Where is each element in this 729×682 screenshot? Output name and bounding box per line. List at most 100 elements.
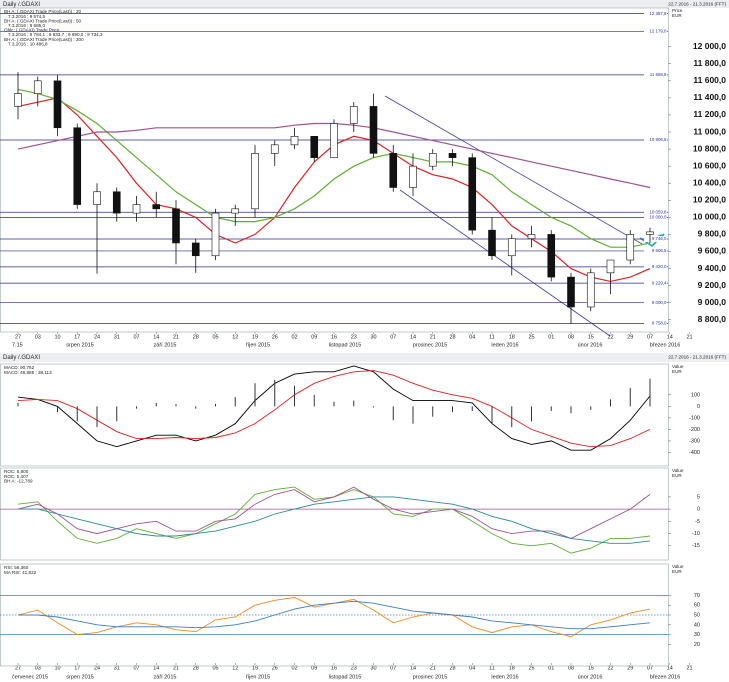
candle-body (389, 153, 398, 188)
x-tick-label: 15 (588, 334, 594, 340)
x-tick-label: 08 (568, 334, 574, 340)
x-tick-label: 27 (15, 334, 21, 340)
y-tick-label: 12 000,0 (693, 41, 726, 51)
header-bar (0, 0, 729, 8)
level-label: 9 420,0 (652, 264, 667, 269)
x-tick-label: 25 (528, 334, 534, 340)
level-label: 9 606,5 (652, 248, 667, 253)
x-tick-label: 21 (430, 665, 436, 671)
y-tick-label: 11 400,0 (693, 92, 726, 102)
level-label-box (644, 136, 667, 143)
x-tick-label: 30 (370, 665, 376, 671)
candle-body (112, 191, 121, 214)
level-label-box (644, 280, 667, 287)
x-tick-label: 29 (627, 334, 633, 340)
panel-range: 22.7.2016 - 21.3.2016 (FFT) (668, 355, 726, 360)
y-tick-label: 10 000,0 (693, 212, 726, 222)
x-tick-label: 14 (667, 334, 673, 340)
x-tick-label: 04 (469, 334, 475, 340)
candle-body (33, 80, 42, 94)
level-label: 9 746,0 (652, 236, 667, 241)
x-tick-label: 28 (193, 334, 199, 340)
y-tick-label: -10 (692, 531, 700, 537)
level-label: 10 059,8 (649, 209, 667, 214)
candle-body (369, 106, 378, 154)
x-tick-label: 19 (252, 665, 258, 671)
month-label: leden 2016 (491, 674, 518, 680)
x-tick-label: 05 (212, 334, 218, 340)
x-tick-label: 11 (489, 334, 495, 340)
month-label: leden 2016 (491, 342, 518, 348)
x-tick-label: 07 (647, 665, 653, 671)
indicator-line (17, 365, 651, 451)
x-tick-label: 24 (94, 334, 100, 340)
y-tick-label: 9 200,0 (698, 280, 727, 290)
legend-entry: BH A: (.GDAXI Trade Price(Last)) : 200 (4, 37, 84, 42)
x-tick-label: 07 (647, 334, 653, 340)
x-tick-label: 23 (351, 334, 357, 340)
month-label: září 2015 (154, 674, 177, 680)
candle-body (567, 276, 575, 308)
level-label: 9 229,4 (652, 280, 667, 285)
y-tick-label: 20 (694, 642, 700, 648)
x-tick-label: 21 (173, 334, 179, 340)
y-tick-label: 11 200,0 (693, 109, 726, 119)
legend-entry: MACD: 48,885 ; 38,113 (4, 370, 52, 375)
x-tick-label: 30 (370, 334, 376, 340)
y-tick-label: 8 800,0 (698, 314, 727, 324)
axis-unit: EUR (672, 369, 682, 374)
x-tick-label: 11 (489, 665, 495, 671)
x-tick-label: 08 (568, 665, 574, 671)
month-label: prosinec 2015 (413, 342, 448, 348)
level-label: 8 758,0 (652, 321, 667, 326)
candle-body (152, 204, 161, 210)
level-label: 11 669,8 (650, 72, 667, 77)
candle-body (310, 135, 319, 158)
y-tick-label: 11 800,0 (693, 58, 726, 68)
legend-entry: MA RSI: 41,822 (4, 570, 37, 575)
candle-body (73, 127, 82, 205)
x-tick-label: 25 (528, 665, 534, 671)
legend-entry: BH A: -12,769 (4, 478, 33, 483)
panel-title: Daily /.GDAXI (3, 355, 40, 361)
x-tick-label: 21 (686, 334, 692, 340)
y-tick-label: 0 (697, 507, 700, 513)
x-tick-label: 14 (410, 334, 416, 340)
y-tick-label: 0 (697, 404, 700, 410)
level-label: 12 387,8 (649, 11, 667, 16)
legend-entry: BH A: (.GDAXI Trade Price(Last)) : 20 (4, 9, 82, 14)
x-tick-label: 17 (74, 334, 80, 340)
candle-body (172, 208, 180, 244)
x-tick-label: 01 (548, 334, 554, 340)
axis-unit: Value (672, 564, 684, 569)
x-tick-label: 02 (291, 334, 297, 340)
month-label: 7.15 (12, 342, 23, 348)
y-tick-label: 10 400,0 (693, 177, 726, 187)
x-tick-label: 26 (272, 665, 278, 671)
month-label: březen 2016 (650, 342, 681, 348)
x-tick-label: 16 (331, 665, 337, 671)
month-label: listopad 2015 (329, 342, 362, 348)
x-tick-label: 14 (153, 334, 159, 340)
x-tick-label: 05 (212, 665, 218, 671)
x-tick-label: 31 (114, 334, 120, 340)
legend-entry: Ohlc: (.GDAXI) Trade Price (4, 28, 60, 33)
level-label-box (644, 236, 667, 243)
x-tick-label: 26 (272, 334, 278, 340)
y-tick-label: 11 000,0 (693, 126, 726, 136)
legend-entry: ROC: 5,407 (4, 474, 29, 479)
candle-body (191, 242, 200, 257)
legend-detail: 7.3.2016 ; 9 574,5 (8, 14, 45, 19)
month-label: únor 2016 (578, 674, 603, 680)
level-label: 12 179,0 (649, 29, 667, 34)
x-tick-label: 15 (588, 665, 594, 671)
legend-detail: 7.3.2016 ; 9 784,1 ; 9 833,7 ; 9 690,0 ;… (8, 32, 103, 37)
x-tick-label: 16 (331, 334, 337, 340)
level-label-box (644, 71, 667, 78)
candle-body (547, 234, 556, 278)
x-tick-label: 04 (469, 665, 475, 671)
level-label-box (644, 214, 667, 221)
level-label-box (644, 247, 667, 254)
indicator-line (17, 486, 651, 539)
